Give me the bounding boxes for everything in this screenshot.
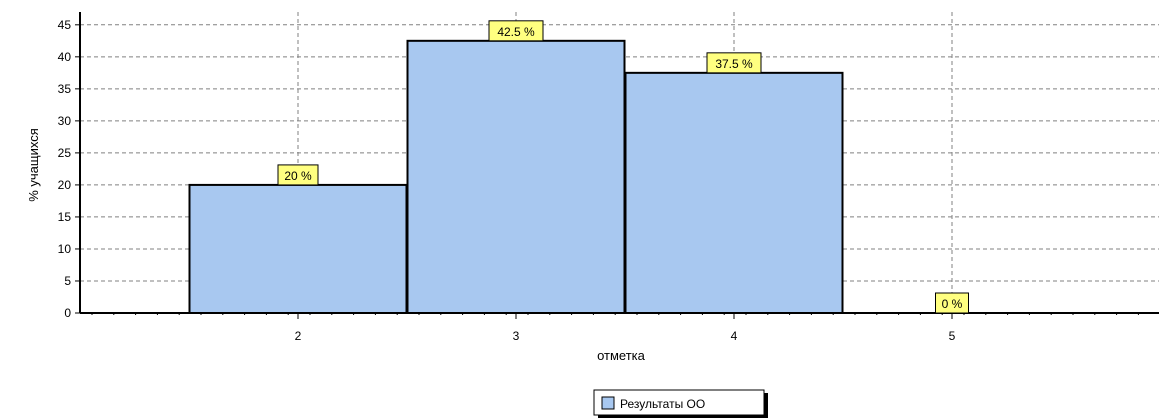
- x-tick-label: 5: [949, 329, 956, 343]
- data-label-box: [488, 20, 544, 42]
- bar: [188, 183, 408, 314]
- data-label: 20 %: [277, 164, 319, 186]
- x-axis-title: отметка: [597, 348, 646, 363]
- data-label: 42.5 %: [488, 20, 544, 42]
- y-tick-label: 45: [58, 18, 72, 32]
- bar: [406, 39, 626, 314]
- y-tick-label: 20: [58, 178, 72, 192]
- y-tick-label: 25: [58, 146, 72, 160]
- x-tick-label: 4: [731, 329, 738, 343]
- y-tick-label: 0: [64, 306, 71, 320]
- data-label-text: 42.5 %: [497, 25, 535, 39]
- legend-box: [593, 389, 765, 416]
- x-tick-labels: 2 3 4 5: [295, 329, 956, 343]
- data-label: 0 %: [935, 292, 969, 314]
- data-label-box: [706, 52, 762, 74]
- data-label-text: 20 %: [284, 169, 312, 183]
- legend: Результаты ОО: [593, 389, 768, 418]
- x-tick-label: 3: [513, 329, 520, 343]
- y-tick-label: 35: [58, 82, 72, 96]
- axes: [75, 12, 1159, 319]
- y-tick-labels: 0 5 10 15 20 25 30 35 40 45: [58, 18, 72, 320]
- data-label-box: [277, 164, 319, 186]
- y-tick-label: 5: [64, 274, 71, 288]
- y-axis-title: % учащихся: [26, 128, 41, 202]
- data-labels: 20 % 42.5 % 37.5 % 0 %: [277, 20, 969, 314]
- x-tick-label: 2: [295, 329, 302, 343]
- bar: [624, 71, 844, 314]
- legend-item-label: Результаты ОО: [620, 397, 705, 411]
- legend-swatch: [601, 396, 615, 410]
- y-tick-label: 30: [58, 114, 72, 128]
- data-label-text: 37.5 %: [715, 57, 753, 71]
- data-label-text: 0 %: [942, 297, 963, 311]
- y-tick-label: 15: [58, 210, 72, 224]
- data-label: 37.5 %: [706, 52, 762, 74]
- y-tick-label: 10: [58, 242, 72, 256]
- data-label-box: [935, 292, 969, 314]
- y-tick-label: 40: [58, 50, 72, 64]
